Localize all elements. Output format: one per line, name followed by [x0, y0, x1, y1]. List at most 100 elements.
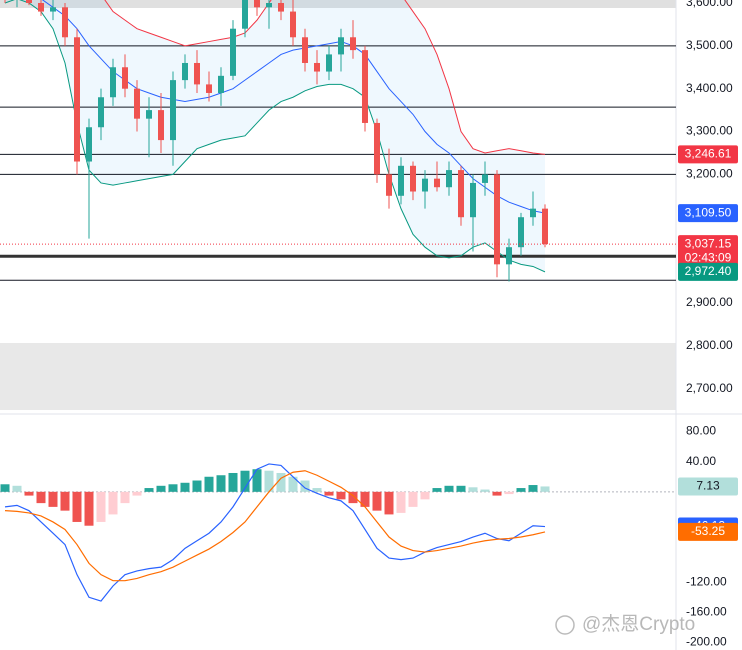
histogram-bar	[492, 491, 502, 496]
price-tag-label: 3,109.50	[685, 205, 732, 219]
histogram-bar	[432, 488, 442, 492]
macd-line	[4, 463, 546, 602]
histogram-bar	[252, 469, 262, 492]
candle-body	[314, 62, 320, 72]
candle-body	[302, 37, 308, 63]
histogram-bar	[216, 475, 226, 492]
candle-body	[206, 84, 212, 93]
histogram-bar	[84, 491, 94, 526]
price-tag-label: 3,246.61	[685, 147, 732, 161]
candle-body	[494, 174, 500, 265]
candle-body	[482, 174, 488, 183]
histogram-bar	[312, 488, 322, 492]
y-tick-label: 2,900.00	[686, 295, 733, 309]
candle-body	[86, 127, 92, 162]
histogram-bar	[276, 472, 286, 492]
candle-body	[218, 75, 224, 93]
candle-body	[362, 50, 368, 123]
candle-body	[506, 247, 512, 265]
y-tick-label: 3,300.00	[686, 124, 733, 138]
band-line	[104, 0, 546, 155]
candle-body	[122, 67, 128, 89]
top-shade	[0, 0, 676, 8]
candle-body	[374, 122, 380, 175]
candle-body	[242, 0, 248, 29]
y-tick-label: 40.00	[686, 454, 716, 468]
band-fill	[5, 0, 545, 272]
candle-body	[170, 80, 176, 141]
histogram-bar	[408, 491, 418, 507]
candle-body	[98, 97, 104, 128]
histogram-bar	[228, 472, 238, 492]
y-tick-label: 3,200.00	[686, 167, 733, 181]
countdown: 02:43:09	[685, 250, 732, 264]
y-tick-label: -160.00	[686, 605, 727, 619]
histogram-bar	[540, 486, 550, 492]
histogram-bar	[60, 491, 70, 511]
histogram-bar	[468, 487, 478, 492]
candle-body	[74, 37, 80, 162]
price-tag	[678, 522, 738, 541]
histogram-bar	[384, 491, 394, 515]
candle-body	[290, 11, 296, 38]
price-tag-label: 3,037.15	[685, 236, 732, 250]
candle-body	[266, 2, 272, 8]
histogram-bar	[348, 491, 358, 504]
price-tag	[678, 477, 738, 496]
histogram-bar	[444, 485, 454, 492]
histogram-bar	[516, 488, 526, 492]
watermark: @杰恩Crypto	[582, 613, 695, 635]
candle-body	[398, 165, 404, 196]
price-tag	[678, 262, 738, 281]
y-tick-label: 3,600.00	[686, 0, 733, 9]
y-tick-label: 3,500.00	[686, 38, 733, 52]
histogram-bar	[300, 480, 310, 492]
candle-body	[230, 28, 236, 76]
candle-body	[62, 7, 68, 38]
histogram-bar	[360, 491, 370, 507]
candle-body	[518, 217, 524, 248]
candle-body	[338, 37, 344, 55]
candle-body	[146, 110, 152, 119]
histogram-bar	[96, 491, 106, 522]
range-shade	[0, 343, 676, 410]
histogram-bar	[396, 491, 406, 513]
histogram-bar	[168, 484, 178, 492]
y-tick-label: 80.00	[686, 424, 716, 438]
candle-body	[422, 178, 428, 192]
candle-body	[26, 0, 32, 3]
histogram-bar	[240, 470, 250, 492]
candle-body	[182, 62, 188, 81]
histogram-bar	[480, 489, 490, 492]
y-tick-label: -120.00	[686, 574, 727, 588]
candle-body	[110, 67, 116, 98]
candle-body	[326, 54, 332, 72]
y-tick-label: 2,700.00	[686, 381, 733, 395]
histogram-bar	[324, 491, 334, 496]
price-tag-label: 2,972.40	[685, 264, 732, 278]
macd-line	[4, 470, 546, 582]
price-pane	[0, 0, 676, 282]
histogram-bar	[336, 491, 346, 500]
candle-body	[446, 170, 452, 188]
candle-body	[350, 37, 356, 51]
histogram-bar	[504, 491, 514, 495]
histogram-bar	[420, 491, 430, 500]
watermark-icon	[555, 615, 575, 635]
y-tick-label: 3,400.00	[686, 81, 733, 95]
histogram-bar	[0, 484, 10, 492]
histogram-bar	[456, 485, 466, 492]
candle-body	[542, 208, 548, 245]
candle-body	[458, 170, 464, 218]
histogram-bar	[48, 491, 58, 507]
histogram-bar	[24, 491, 34, 496]
candle-body	[278, 2, 284, 12]
candle-body	[50, 7, 56, 12]
histogram-bar	[12, 485, 22, 492]
histogram-bar	[288, 476, 298, 492]
candle-body	[410, 165, 416, 192]
price-tag	[678, 145, 738, 164]
candle-body	[134, 88, 140, 119]
candle-body	[254, 0, 260, 8]
